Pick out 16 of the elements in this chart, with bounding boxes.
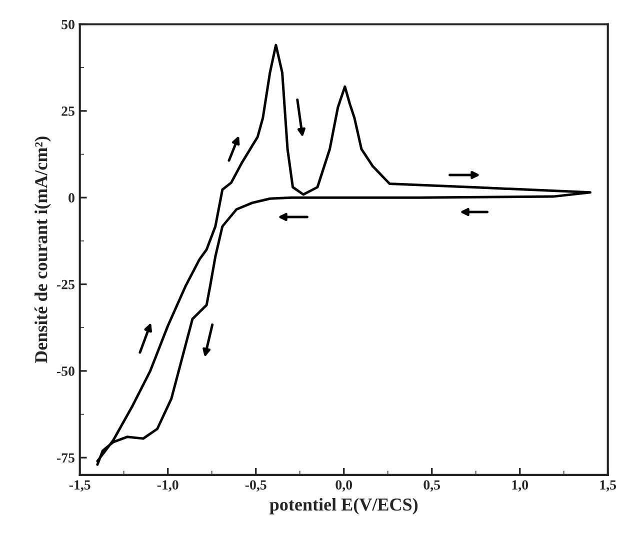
x-tick-label: -1,0 <box>157 480 178 492</box>
x-axis-title: potentiel E(V/ECS) <box>270 498 418 514</box>
x-tick-label: -1,5 <box>69 480 90 492</box>
x-tick-label: 0,5 <box>424 480 440 492</box>
x-tick-label: -0,5 <box>245 480 266 492</box>
x-tick-label: 0,0 <box>336 480 352 492</box>
x-tick-label: 1,5 <box>600 480 616 492</box>
y-tick-label: 25 <box>62 106 74 116</box>
y-tick-label: -75 <box>56 453 74 463</box>
x-tick-label: 1,0 <box>512 480 528 492</box>
line-series <box>96 44 592 466</box>
y-tick-label: 0 <box>68 193 74 203</box>
y-tick-label: -25 <box>56 280 74 290</box>
y-axis-title: Densité de courant i(mA/cm²) <box>34 136 51 364</box>
y-tick-label: 50 <box>62 20 74 30</box>
y-tick-label: -50 <box>56 366 74 376</box>
